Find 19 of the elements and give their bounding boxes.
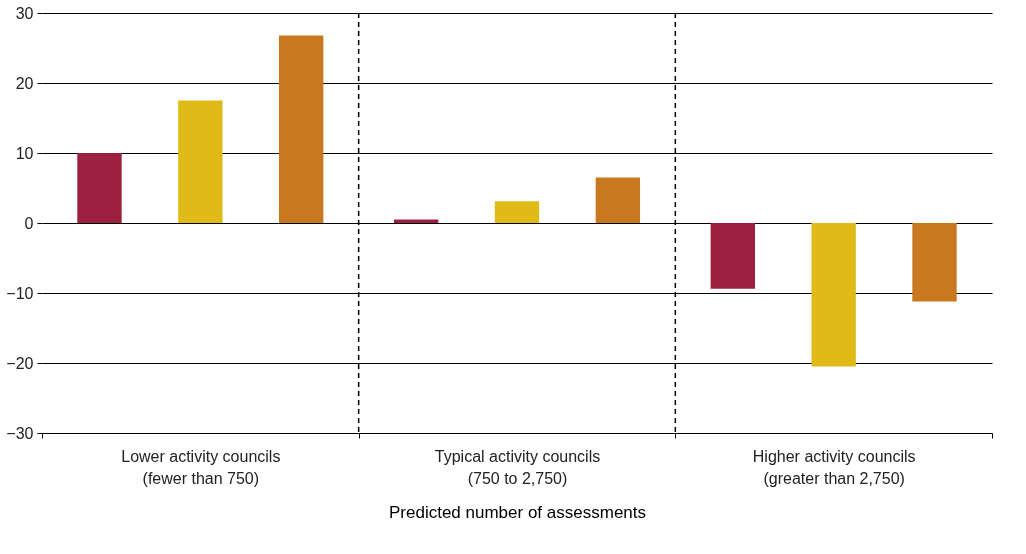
y-tick-label: 10 bbox=[15, 144, 34, 162]
x-tick-label: Higher activity councils (greater than 2,750) bbox=[752, 447, 916, 487]
y-tick-label: 0 bbox=[24, 214, 34, 232]
y-tick-label: −30 bbox=[6, 424, 34, 442]
x-tick-label: Lower activity councils (fewer than 750) bbox=[121, 447, 281, 487]
x-tick-label: Typical activity councils (750 to 2,750) bbox=[434, 447, 601, 487]
bar bbox=[494, 201, 540, 223]
y-tick-label: 30 bbox=[15, 4, 34, 22]
bar bbox=[178, 100, 223, 223]
bar bbox=[595, 177, 641, 223]
bar bbox=[811, 223, 856, 367]
bar bbox=[77, 153, 122, 223]
bar bbox=[912, 223, 957, 302]
bar bbox=[279, 35, 324, 223]
y-tick-label: −10 bbox=[6, 284, 34, 302]
y-tick-label: 20 bbox=[15, 74, 34, 92]
y-tick-label: −20 bbox=[6, 354, 34, 372]
bar bbox=[710, 223, 755, 289]
x-axis-title: Predicted number of assessments bbox=[388, 502, 647, 522]
